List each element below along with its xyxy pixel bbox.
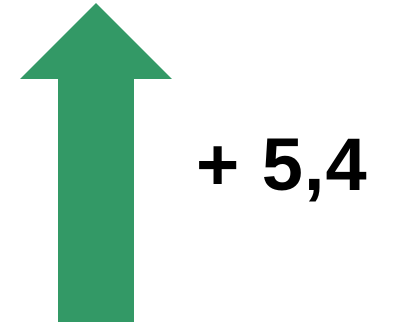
change-value-label: + 5,4 xyxy=(196,123,368,206)
arrow-up-shape xyxy=(20,3,172,322)
